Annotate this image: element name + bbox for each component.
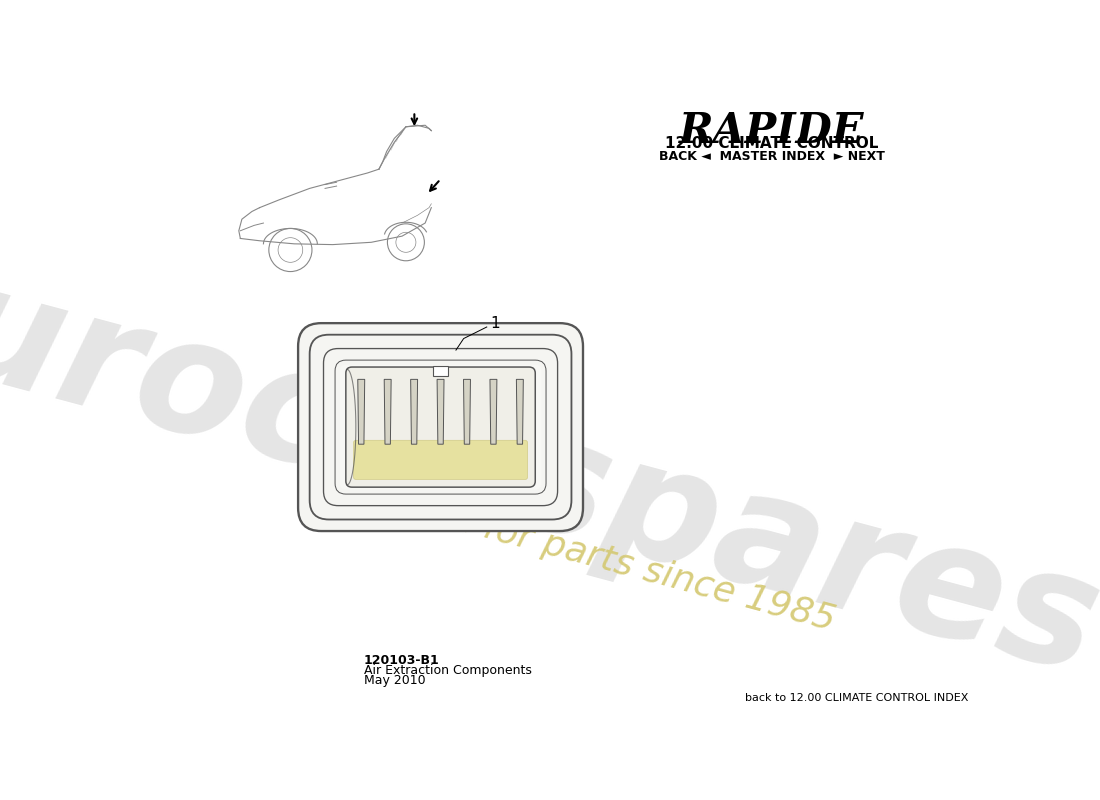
Polygon shape <box>410 379 418 444</box>
Text: 1: 1 <box>491 316 501 330</box>
Text: 12.00 CLIMATE CONTROL: 12.00 CLIMATE CONTROL <box>666 136 878 151</box>
Text: back to 12.00 CLIMATE CONTROL INDEX: back to 12.00 CLIMATE CONTROL INDEX <box>745 693 968 702</box>
FancyBboxPatch shape <box>433 366 449 376</box>
Text: May 2010: May 2010 <box>363 674 426 687</box>
Text: eurocarspares: eurocarspares <box>0 224 1100 707</box>
FancyBboxPatch shape <box>345 367 536 487</box>
FancyBboxPatch shape <box>340 365 541 490</box>
Text: 120103-B1: 120103-B1 <box>363 654 439 667</box>
Text: Air Extraction Components: Air Extraction Components <box>363 664 531 678</box>
Polygon shape <box>516 379 524 444</box>
Polygon shape <box>437 379 444 444</box>
Text: RAPIDE: RAPIDE <box>679 110 865 152</box>
Polygon shape <box>490 379 497 444</box>
Polygon shape <box>358 379 365 444</box>
Polygon shape <box>463 379 471 444</box>
Text: BACK ◄  MASTER INDEX  ► NEXT: BACK ◄ MASTER INDEX ► NEXT <box>659 150 884 163</box>
Text: a passion for parts since 1985: a passion for parts since 1985 <box>304 463 839 638</box>
FancyBboxPatch shape <box>298 323 583 531</box>
FancyBboxPatch shape <box>353 440 528 479</box>
Polygon shape <box>384 379 392 444</box>
